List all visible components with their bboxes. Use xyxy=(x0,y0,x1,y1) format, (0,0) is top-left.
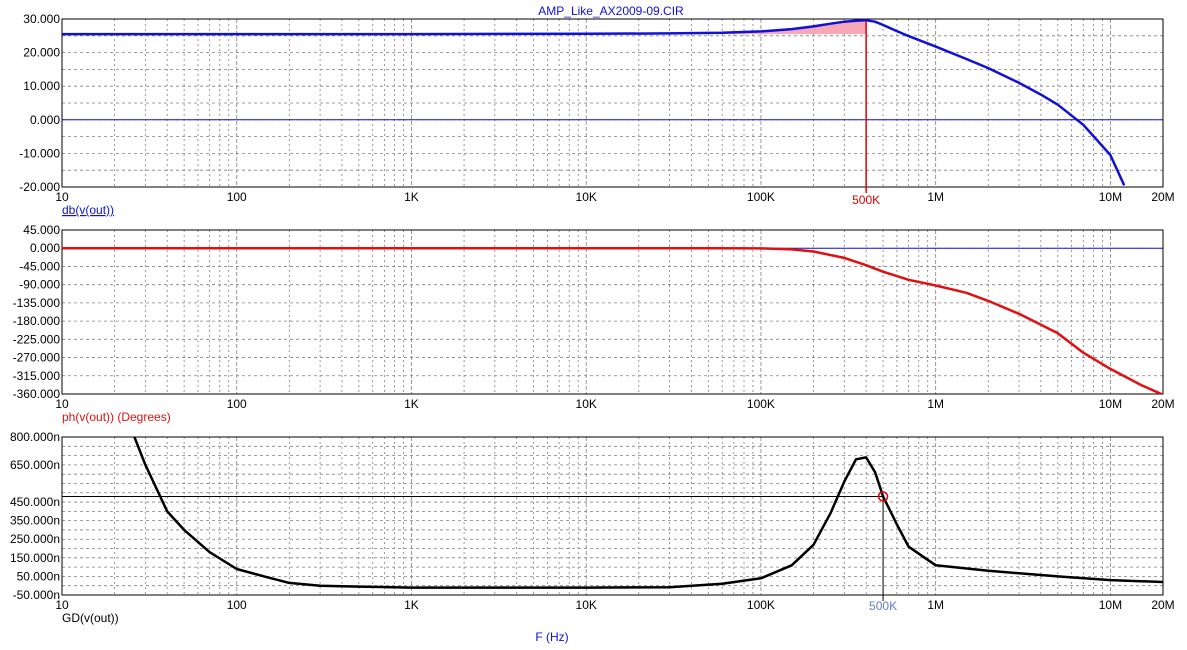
y-tick-label: -50.000n xyxy=(13,588,60,602)
y-tick-label: -45.000 xyxy=(19,259,60,273)
x-axis-label: F (Hz) xyxy=(535,630,568,644)
y-tick-label: -20.000 xyxy=(19,180,60,194)
y-tick-label: -10.000 xyxy=(19,146,60,160)
x-tick-label: 10K xyxy=(576,397,597,411)
y-tick-label: 20.000 xyxy=(23,46,60,60)
series-line xyxy=(133,437,1163,589)
y-tick-label: 50.000n xyxy=(17,569,60,583)
y-tick-label: 30.000 xyxy=(23,12,60,26)
y-tick-label: -135.000 xyxy=(13,296,61,310)
x-tick-label: 10K xyxy=(576,598,597,612)
shaded-area xyxy=(669,20,867,35)
series-line xyxy=(62,246,1163,394)
cursor-label: 500K xyxy=(852,193,880,207)
x-tick-label: 1K xyxy=(404,190,419,204)
y-axis-label: ph(v(out)) (Degrees) xyxy=(62,410,171,424)
x-tick-label: 10M xyxy=(1099,598,1122,612)
chart-title: AMP_Like_AX2009-09.CIR xyxy=(538,4,684,18)
x-tick-label: 10M xyxy=(1099,397,1122,411)
y-tick-label: -270.000 xyxy=(13,351,61,365)
plot-frame xyxy=(61,18,1164,188)
x-tick-label: 100K xyxy=(747,598,775,612)
y-axis-label: GD(v(out)) xyxy=(62,611,119,625)
x-tick-label: 10 xyxy=(55,598,69,612)
y-tick-label: 150.000n xyxy=(10,551,60,565)
x-tick-label: 100 xyxy=(227,190,247,204)
series-line xyxy=(62,19,1126,186)
x-tick-label: 100K xyxy=(747,397,775,411)
x-tick-label: 20M xyxy=(1151,397,1174,411)
y-tick-label: 450.000n xyxy=(10,495,60,509)
x-tick-label: 10 xyxy=(55,190,69,204)
x-tick-label: 10 xyxy=(55,397,69,411)
y-tick-label: 10.000 xyxy=(23,79,60,93)
cursor-label: 500K xyxy=(869,599,897,613)
plot-frame xyxy=(61,436,1164,596)
y-tick-label: -90.000 xyxy=(19,278,60,292)
x-tick-label: 20M xyxy=(1151,190,1174,204)
x-tick-label: 100 xyxy=(227,397,247,411)
x-tick-label: 20M xyxy=(1151,598,1174,612)
y-tick-label: -225.000 xyxy=(13,332,61,346)
x-tick-label: 1M xyxy=(927,397,944,411)
y-tick-label: 350.000n xyxy=(10,514,60,528)
y-tick-label: 0.000 xyxy=(30,113,60,127)
y-axis-label: db(v(out)) xyxy=(62,203,114,217)
cursor-marker xyxy=(877,491,889,502)
y-tick-label: 0.000 xyxy=(30,241,60,255)
x-tick-label: 1M xyxy=(927,598,944,612)
y-tick-label: 800.000n xyxy=(10,430,60,444)
y-tick-label: -360.000 xyxy=(13,387,61,401)
y-tick-label: 250.000n xyxy=(10,532,60,546)
y-tick-label: -315.000 xyxy=(13,369,61,383)
x-tick-label: 10K xyxy=(576,190,597,204)
x-tick-label: 1K xyxy=(404,397,419,411)
y-tick-label: -180.000 xyxy=(13,314,61,328)
x-tick-label: 1K xyxy=(404,598,419,612)
x-tick-label: 100K xyxy=(747,190,775,204)
plot-frame xyxy=(61,229,1164,395)
x-tick-label: 100 xyxy=(227,598,247,612)
y-tick-label: 45.000 xyxy=(23,223,60,237)
x-tick-label: 10M xyxy=(1099,190,1122,204)
y-tick-label: 650.000n xyxy=(10,458,60,472)
x-tick-label: 1M xyxy=(927,190,944,204)
